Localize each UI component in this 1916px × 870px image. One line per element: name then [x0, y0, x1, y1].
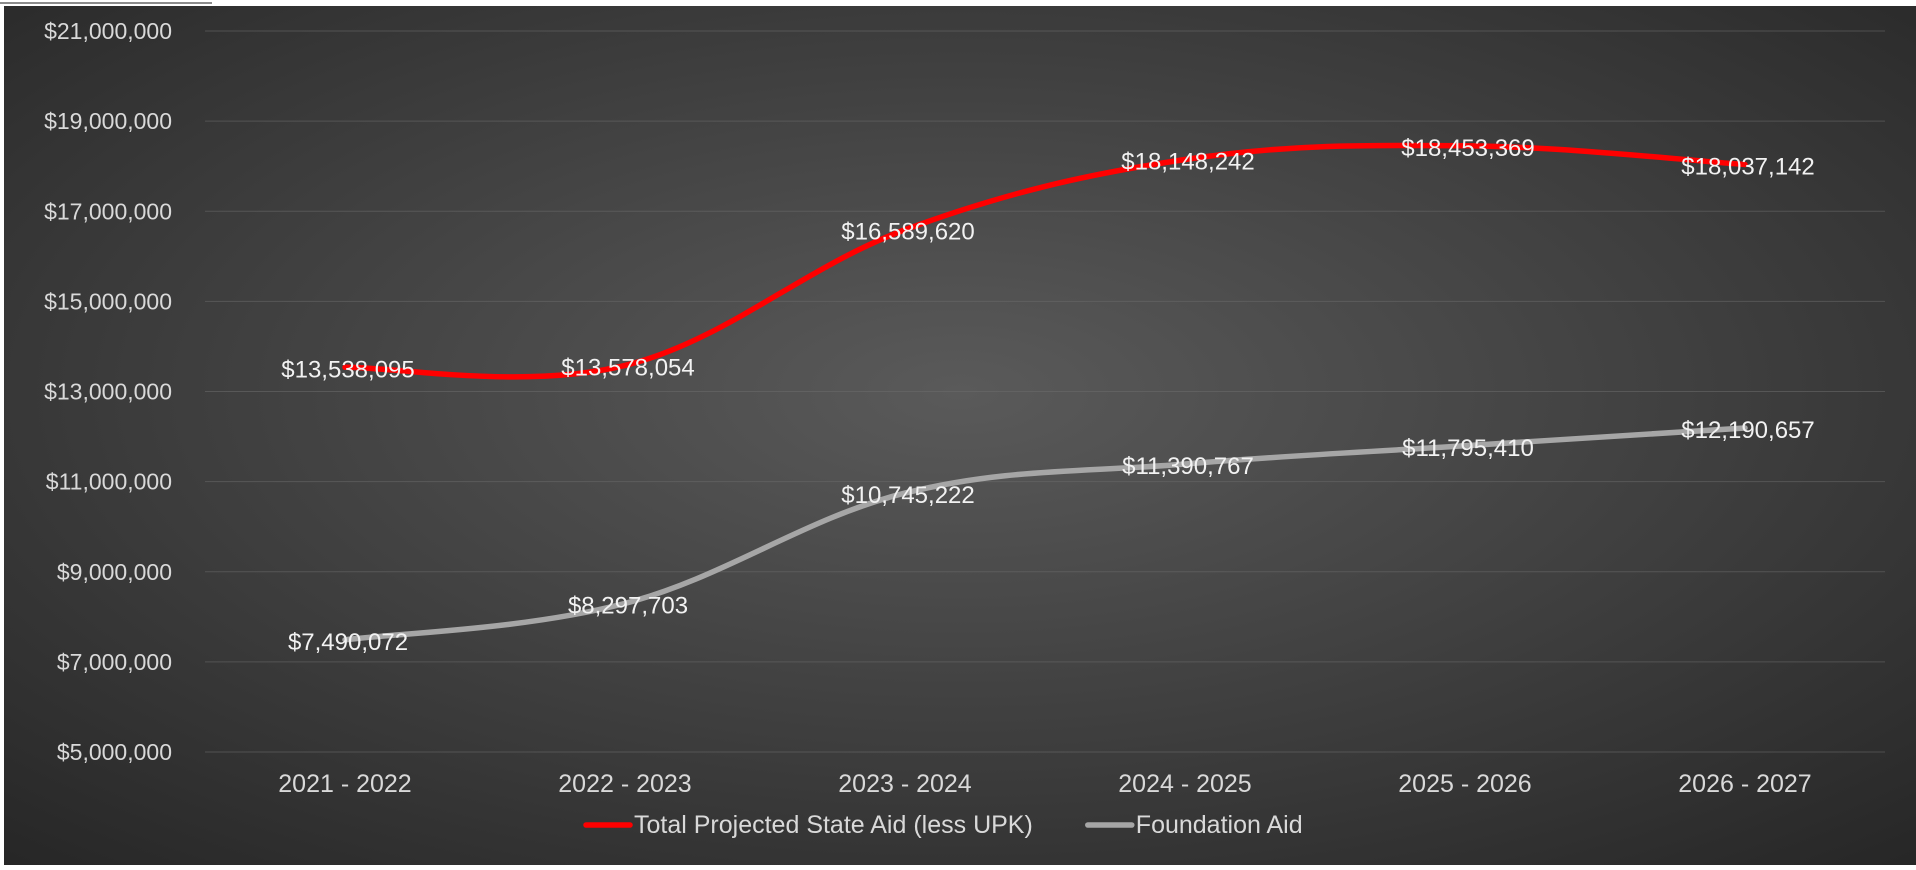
data-label: $13,538,095: [281, 356, 414, 383]
y-axis-tick-labels: $5,000,000 $7,000,000 $9,000,000 $11,000,00…: [44, 18, 172, 765]
x-tick-label: 2025 - 2026: [1398, 770, 1531, 798]
y-tick-label: $9,000,000: [57, 559, 172, 585]
data-label: $18,453,369: [1401, 135, 1534, 162]
x-tick-label: 2021 - 2022: [278, 770, 411, 798]
series-lines: [342, 142, 1748, 643]
series-line-total-state-aid: [342, 142, 1748, 380]
y-tick-label: $7,000,000: [57, 649, 172, 675]
legend: Total Projected State Aid (less UPK) Foun…: [583, 811, 1303, 839]
y-tick-label: $13,000,000: [44, 379, 172, 405]
data-label: $10,745,222: [841, 482, 974, 509]
y-tick-label: $15,000,000: [44, 288, 172, 314]
data-label: $12,190,657: [1681, 417, 1814, 444]
data-label: $13,578,054: [561, 354, 694, 381]
y-tick-label: $21,000,000: [44, 18, 172, 44]
x-axis-tick-labels: 2021 - 2022 2022 - 2023 2023 - 2024 2024 - …: [278, 770, 1811, 798]
x-tick-label: 2022 - 2023: [558, 770, 691, 798]
y-tick-label: $17,000,000: [44, 198, 172, 224]
data-label: $18,037,142: [1681, 154, 1814, 181]
data-label: $16,589,620: [841, 219, 974, 246]
x-tick-label: 2023 - 2024: [838, 770, 972, 798]
data-label: $11,390,767: [1122, 453, 1254, 480]
x-tick-label: 2026 - 2027: [1678, 770, 1811, 798]
series-line-foundation-aid: [342, 425, 1748, 643]
y-tick-label: $11,000,000: [46, 469, 172, 495]
data-label: $7,490,072: [288, 629, 408, 656]
data-label: $8,297,703: [568, 592, 688, 619]
data-label: $18,148,242: [1121, 149, 1254, 176]
data-labels: $13,538,095 $13,578,054 $16,589,620 $18,148…: [281, 135, 1814, 656]
y-tick-label: $5,000,000: [57, 739, 172, 765]
gridlines: [205, 30, 1885, 753]
y-tick-label: $19,000,000: [44, 108, 172, 134]
legend-entry-label: Total Projected State Aid (less UPK): [634, 811, 1033, 839]
data-label: $11,795,410: [1402, 435, 1534, 462]
x-tick-label: 2024 - 2025: [1118, 770, 1251, 798]
legend-entry-label: Foundation Aid: [1136, 811, 1303, 839]
